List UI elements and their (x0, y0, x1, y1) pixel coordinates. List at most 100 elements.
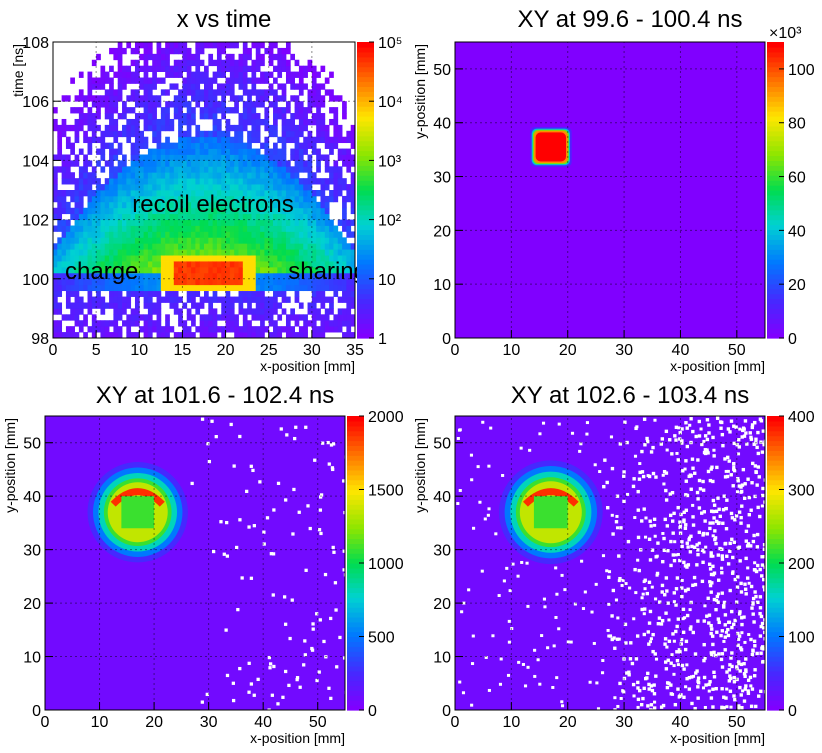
empty-bin (649, 524, 653, 528)
empty-bin (701, 531, 706, 536)
empty-bin (644, 676, 648, 681)
empty-bin (691, 674, 696, 678)
empty-bin (731, 555, 735, 560)
heatmap-cell (350, 201, 356, 209)
heatmap-cell (165, 284, 170, 292)
heatmap-cell (53, 166, 58, 173)
heatmap-cell (234, 207, 239, 215)
empty-bin (760, 450, 765, 454)
heatmap-cell (329, 225, 334, 232)
heatmap-cell (74, 136, 80, 144)
heatmap-cell (311, 201, 317, 209)
empty-bin (536, 658, 540, 662)
empty-bin (222, 552, 226, 556)
heatmap-cell (143, 261, 149, 268)
colorbar-swatch (767, 641, 784, 647)
empty-bin (631, 484, 636, 489)
colorbar-swatch (767, 165, 784, 171)
heatmap-cell (186, 314, 192, 321)
heatmap-cell (134, 172, 140, 179)
heatmap-cell (104, 207, 110, 215)
empty-bin (656, 541, 660, 545)
heatmap-cell (216, 148, 222, 155)
empty-bin (668, 438, 672, 442)
empty-bin (552, 644, 556, 648)
heatmap-cell (113, 148, 119, 155)
heatmap-cell (342, 160, 347, 167)
empty-bin (748, 431, 752, 435)
heatmap-cell (303, 231, 308, 238)
empty-bin (705, 614, 709, 618)
empty-bin (652, 706, 657, 710)
empty-bin (664, 488, 668, 493)
heatmap-cell (346, 136, 352, 144)
heatmap-cell (204, 219, 209, 226)
empty-bin (764, 698, 769, 703)
heatmap-cell (247, 195, 252, 203)
heatmap-cell (290, 53, 295, 61)
heatmap-cell (78, 302, 84, 309)
heatmap-cell (260, 326, 265, 333)
heatmap-cell (303, 113, 308, 120)
empty-bin (602, 484, 606, 489)
heatmap-cell (91, 231, 97, 238)
colorbar-swatch (347, 518, 364, 525)
y-tick-label: 10 (433, 650, 451, 667)
empty-bin (633, 567, 637, 572)
heatmap-cell (255, 326, 261, 333)
heatmap-cell (333, 190, 339, 197)
empty-bin (669, 539, 673, 544)
heatmap-cell (281, 83, 287, 90)
heatmap-cell (260, 272, 265, 280)
heatmap-cell (117, 184, 123, 191)
colorbar-swatch (767, 607, 784, 613)
heatmap-cell (320, 320, 326, 327)
heatmap-cell (104, 184, 110, 191)
heatmap-cell (324, 261, 330, 268)
heatmap-cell (290, 261, 295, 268)
empty-bin (555, 676, 559, 680)
colorbar-swatch (357, 170, 374, 176)
empty-bin (739, 581, 743, 586)
y-tick-label: 30 (433, 543, 451, 560)
heatmap-cell (160, 219, 166, 226)
heatmap-cell (204, 213, 209, 220)
empty-bin (684, 508, 689, 512)
heatmap-cell (74, 290, 80, 297)
empty-bin (745, 442, 749, 446)
heatmap-cell (281, 154, 287, 161)
heatmap-cell (268, 190, 274, 197)
empty-bin (756, 563, 760, 568)
heatmap-cell (277, 326, 283, 333)
heatmap-cell (143, 266, 149, 274)
empty-bin (560, 573, 564, 577)
heatmap-cell (182, 243, 188, 250)
colorbar-swatch (767, 328, 784, 334)
heatmap-cell (178, 284, 183, 292)
heatmap-cell (195, 225, 201, 232)
heatmap-cell (204, 272, 209, 280)
heatmap-cell (53, 308, 58, 315)
empty-bin (688, 627, 693, 631)
ring-hot-arc (110, 488, 165, 507)
heatmap-cell (316, 278, 321, 286)
heatmap-cell (139, 225, 144, 232)
empty-bin (708, 478, 713, 483)
empty-bin (726, 562, 731, 566)
heatmap-cell (294, 136, 300, 144)
empty-bin (683, 564, 688, 568)
heatmap-cell (113, 326, 119, 333)
x-axis-label: x-position [mm] (260, 358, 355, 374)
empty-bin (722, 494, 726, 498)
heatmap-cell (96, 160, 101, 167)
heatmap-cell (333, 107, 339, 114)
empty-bin (754, 594, 758, 599)
y-tick-label: 40 (433, 489, 451, 506)
heatmap-cell (268, 89, 274, 96)
heatmap-cell (208, 130, 214, 138)
empty-bin (533, 674, 537, 678)
heatmap-cell (109, 89, 114, 96)
heatmap-cell (247, 272, 252, 280)
heatmap-cell (61, 130, 67, 138)
heatmap-cell (191, 290, 196, 297)
